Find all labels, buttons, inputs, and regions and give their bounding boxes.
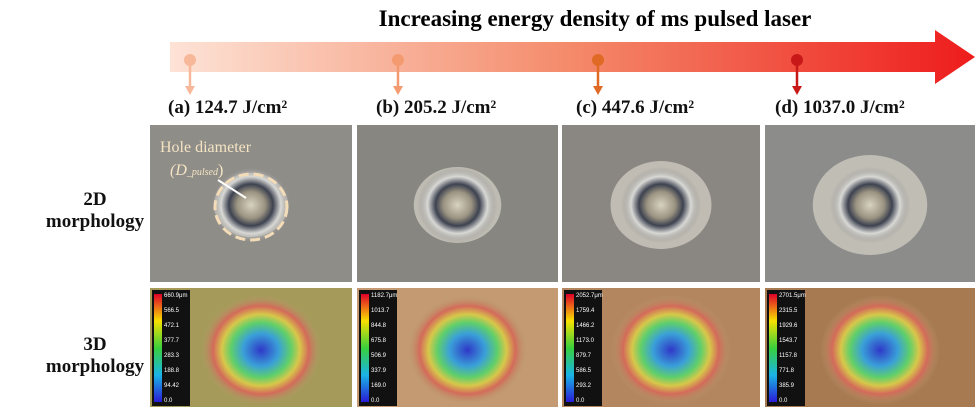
colorbar-label: 1157.8 <box>779 353 798 359</box>
colorbar-label: 1013.7 <box>371 308 390 314</box>
colorbar-label: 586.5 <box>576 368 592 374</box>
colorbar <box>154 294 162 402</box>
pin-head <box>392 54 404 66</box>
colorbar-label: 94.42 <box>164 383 180 389</box>
panel-label: (c) 447.6 J/cm² <box>576 97 694 118</box>
colorbar-label: 1759.4 <box>576 308 595 314</box>
hole <box>621 167 701 243</box>
colorbar-label: 293.2 <box>576 383 592 389</box>
colorbar-label: 1182.7μm <box>371 293 397 299</box>
figure: Increasing energy density of ms pulsed l… <box>0 0 978 407</box>
colorbar-label: 337.9 <box>371 368 387 374</box>
row-label: 3D <box>83 334 106 355</box>
pin-tip <box>393 86 403 95</box>
hole-label: Hole diameter <box>160 139 252 156</box>
row-label: 2D <box>83 189 106 210</box>
colorbar-label: 879.7 <box>576 353 592 359</box>
colorbar-label: 566.5 <box>164 308 180 314</box>
colorbar <box>769 294 777 402</box>
panel-label: (b) 205.2 J/cm² <box>376 97 497 118</box>
hole-3d <box>820 295 940 405</box>
pin-head <box>791 54 803 66</box>
row-label: morphology <box>46 211 145 232</box>
colorbar-label: 506.9 <box>371 353 387 359</box>
colorbar-label: 660.9μm <box>164 293 187 299</box>
hole <box>830 167 910 243</box>
hole-3d <box>611 295 731 405</box>
hole-label-part: (D <box>170 162 187 179</box>
hole-3d <box>201 295 321 405</box>
colorbar-label: 283.3 <box>164 353 180 359</box>
title: Increasing energy density of ms pulsed l… <box>379 6 812 31</box>
colorbar-label: 0.0 <box>576 398 585 404</box>
colorbar-label: 1543.7 <box>779 338 798 344</box>
colorbar-label: 0.0 <box>371 398 380 404</box>
colorbar-label: 472.1 <box>164 323 180 329</box>
pin-tip <box>792 86 802 95</box>
colorbar-label: 1466.2 <box>576 323 595 329</box>
colorbar-label: 771.8 <box>779 368 795 374</box>
pin-head <box>184 54 196 66</box>
colorbar-label: 169.0 <box>371 383 387 389</box>
colorbar-label: 0.0 <box>779 398 788 404</box>
hole-label-part: _pulsed <box>186 167 219 178</box>
hole-3d <box>408 295 528 405</box>
hole <box>418 167 498 243</box>
colorbar-label: 2315.5 <box>779 308 798 314</box>
colorbar-label: 844.8 <box>371 323 387 329</box>
panel-label: (d) 1037.0 J/cm² <box>775 97 905 118</box>
colorbar-label: 2701.5μm <box>779 293 806 299</box>
pin-tip <box>593 86 603 95</box>
colorbar-label: 675.8 <box>371 338 387 344</box>
panel-label: (a) 124.7 J/cm² <box>168 97 287 118</box>
colorbar-label: 1929.6 <box>779 323 798 329</box>
colorbar-label: 377.7 <box>164 338 180 344</box>
colorbar-label: 0.0 <box>164 398 173 404</box>
pin-tip <box>185 86 195 95</box>
colorbar-label: 188.8 <box>164 368 180 374</box>
colorbar <box>566 294 574 402</box>
hole-label-part: ) <box>218 162 223 179</box>
colorbar-label: 385.9 <box>779 383 795 389</box>
colorbar-label: 1173.0 <box>576 338 595 344</box>
colorbar <box>361 294 369 402</box>
pin-head <box>592 54 604 66</box>
energy-arrow <box>170 30 975 84</box>
colorbar-label: 2052.7μm <box>576 293 603 299</box>
row-label: morphology <box>46 356 145 377</box>
